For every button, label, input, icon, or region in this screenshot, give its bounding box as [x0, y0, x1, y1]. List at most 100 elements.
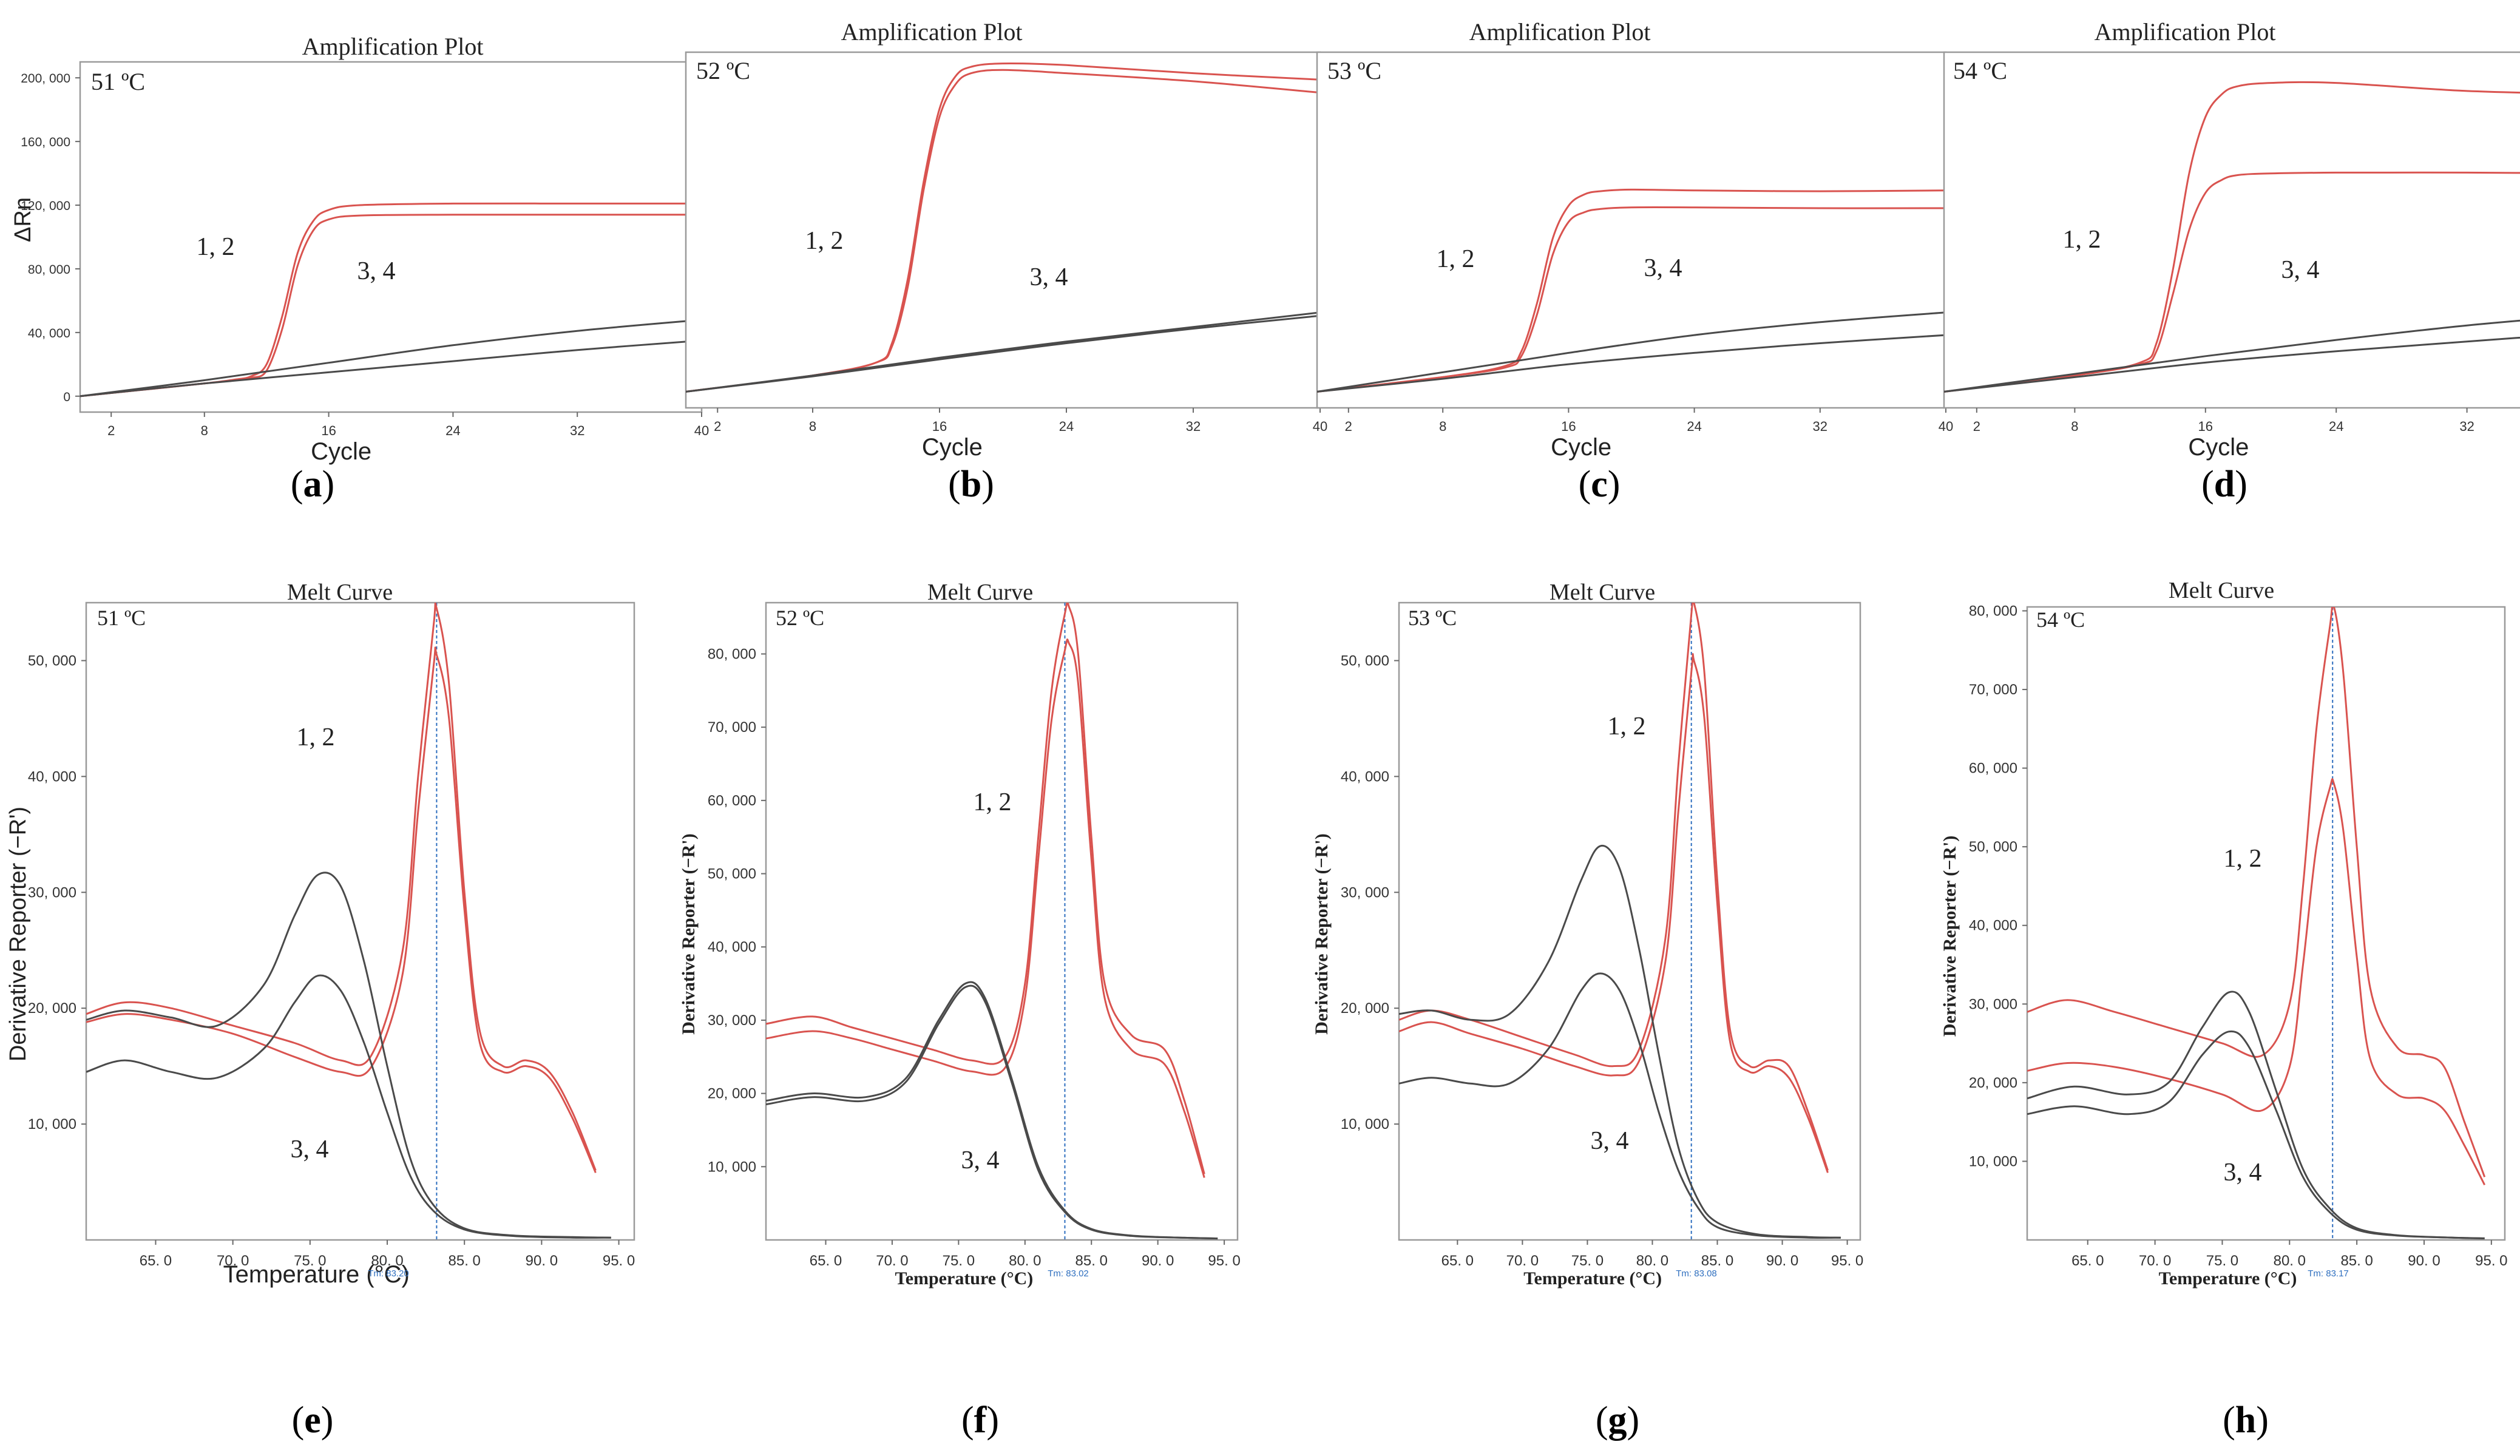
x-tick-label-e-6: 95. 0	[603, 1253, 635, 1269]
y-tick-label-g-0: 10, 000	[1341, 1116, 1389, 1133]
x-tick-label-f-2: 75. 0	[943, 1253, 975, 1269]
temperature-annotation-b: 52 ºC	[696, 57, 750, 84]
x-tick-label-d-3: 24	[2329, 419, 2343, 434]
y-tick-label-a-4: 160, 000	[21, 135, 70, 149]
series-group-label-d-black: 3, 4	[2281, 256, 2320, 284]
series-line-e-2	[86, 646, 597, 1173]
x-tick-label-c-0: 2	[1345, 419, 1352, 434]
x-tick-label-e-2: 75. 0	[294, 1253, 326, 1269]
chart-title-h: Melt Curve	[2169, 578, 2274, 603]
y-tick-label-h-6: 70, 000	[1969, 682, 2017, 698]
y-tick-label-h-0: 10, 000	[1969, 1153, 2017, 1170]
plot-frame-b	[685, 51, 1321, 409]
x-axis-label-e: Temperature (°C)	[223, 1261, 410, 1288]
x-tick-label-e-5: 90. 0	[526, 1253, 558, 1269]
x-tick-label-c-2: 16	[1561, 419, 1576, 434]
panel-c: Amplification Plot 2 8 16 24 32 40 Cycle 53 ºC 1,…	[1316, 18, 1953, 505]
x-tick-label-b-2: 16	[932, 419, 947, 434]
x-tick-label-g-1: 70. 0	[1506, 1253, 1539, 1269]
panel-label-b: (b)	[948, 464, 994, 505]
chart-title-f: Melt Curve	[927, 580, 1033, 605]
y-tick-label-f-0: 10, 000	[708, 1159, 756, 1175]
panel-b: Amplification Plot 2 8 16 24 32 40 Cycle 52 ºC 1,…	[685, 18, 1327, 505]
y-tick-label-a-1: 40, 000	[28, 327, 70, 340]
temperature-annotation-d: 54 ºC	[1953, 57, 2007, 84]
y-tick-label-f-3: 40, 000	[708, 939, 756, 955]
series-line-g-1	[1399, 603, 1829, 1171]
x-tick-label-g-6: 95. 0	[1831, 1253, 1863, 1269]
x-tick-label-g-2: 75. 0	[1571, 1253, 1604, 1269]
temperature-annotation-a: 51 ºC	[91, 68, 145, 95]
y-tick-label-g-3: 40, 000	[1341, 768, 1389, 785]
chart-title-e: Melt Curve	[287, 580, 393, 605]
y-tick-label-f-2: 30, 000	[708, 1012, 756, 1029]
series-group-label-a-red: 1, 2	[197, 233, 235, 261]
panel-label-d: (d)	[2201, 464, 2247, 505]
series-line-b-2	[686, 69, 1320, 393]
panel-h: Melt Curve 65. 0 70. 0 75. 0 80. 0 85. 0 90. 0…	[1940, 578, 2508, 1441]
series-line-f-4	[766, 984, 1218, 1240]
y-tick-label-f-7: 80, 000	[708, 646, 756, 662]
y-axis-label-f: Derivative Reporter (−R')	[679, 833, 699, 1034]
x-tick-label-c-5: 40	[1939, 419, 1953, 434]
x-tick-label-h-4: 85. 0	[2340, 1253, 2373, 1269]
series-group-label-h-black: 3, 4	[2224, 1159, 2262, 1187]
series-line-d-4	[1944, 336, 2520, 393]
x-tick-label-g-3: 80. 0	[1636, 1253, 1668, 1269]
series-group-label-a-black: 3, 4	[357, 257, 396, 285]
series-line-d-3	[1944, 319, 2520, 393]
y-tick-label-h-7: 80, 000	[1969, 603, 2017, 619]
chart-title-g: Melt Curve	[1550, 580, 1655, 605]
y-axis-label-a: ΔRn	[10, 197, 36, 242]
x-tick-label-g-0: 65. 0	[1441, 1253, 1474, 1269]
x-tick-label-e-0: 65. 0	[140, 1253, 172, 1269]
y-tick-label-h-3: 40, 000	[1969, 918, 2017, 934]
x-tick-label-d-2: 16	[2198, 419, 2213, 434]
panel-f: Melt Curve 65. 0 70. 0 75. 0 80. 0 85. 0 90. 0…	[679, 580, 1241, 1441]
x-axis-label-a: Cycle	[311, 438, 371, 465]
tm-label-e: Tm: 83.20	[368, 1268, 409, 1279]
y-tick-label-g-4: 50, 000	[1341, 652, 1389, 669]
plot-frame-d	[1943, 51, 2520, 409]
x-tick-label-e-3: 80. 0	[371, 1253, 403, 1269]
x-tick-label-a-1: 8	[201, 423, 208, 438]
plot-frame-f	[765, 601, 1239, 1241]
x-axis-label-f: Temperature (°C)	[895, 1268, 1033, 1288]
x-tick-label-d-1: 8	[2071, 419, 2078, 434]
y-tick-label-f-5: 60, 000	[708, 793, 756, 809]
x-tick-label-e-1: 70. 0	[217, 1253, 249, 1269]
y-tick-label-g-1: 20, 000	[1341, 1000, 1389, 1017]
tm-label-f: Tm: 83.02	[1048, 1268, 1089, 1279]
x-tick-label-a-3: 24	[445, 423, 460, 438]
series-line-g-3	[1399, 844, 1841, 1239]
x-tick-label-h-3: 80. 0	[2274, 1253, 2306, 1269]
x-tick-label-h-2: 75. 0	[2206, 1253, 2238, 1269]
series-line-g-2	[1399, 653, 1829, 1173]
plot-frame-h	[2026, 606, 2506, 1241]
x-tick-label-g-5: 90. 0	[1766, 1253, 1798, 1269]
series-line-a-4	[80, 339, 702, 398]
y-tick-label-f-6: 70, 000	[708, 719, 756, 736]
series-line-f-1	[766, 603, 1205, 1174]
series-group-label-c-red: 1, 2	[1437, 245, 1475, 273]
series-line-c-3	[1317, 311, 1946, 393]
series-line-e-1	[86, 603, 597, 1171]
series-group-label-e-black: 3, 4	[291, 1136, 329, 1163]
x-tick-label-b-3: 24	[1059, 419, 1074, 434]
y-tick-label-a-3: 120, 000	[21, 199, 70, 213]
y-tick-label-e-2: 30, 000	[28, 884, 76, 901]
series-line-g-4	[1399, 972, 1841, 1239]
series-group-label-g-red: 1, 2	[1608, 713, 1646, 740]
x-tick-label-b-4: 32	[1186, 419, 1201, 434]
panel-g: Melt Curve 65. 0 70. 0 75. 0 80. 0 85. 0 90. 0…	[1312, 580, 1863, 1441]
x-tick-label-h-0: 65. 0	[2071, 1253, 2104, 1269]
panel-label-h: (h)	[2223, 1400, 2269, 1441]
tm-label-h: Tm: 83.17	[2308, 1268, 2349, 1279]
series-group-label-b-black: 3, 4	[1030, 263, 1068, 291]
x-tick-label-f-4: 85. 0	[1075, 1253, 1108, 1269]
x-tick-label-b-1: 8	[809, 419, 816, 434]
chart-title-c: Amplification Plot	[1469, 18, 1651, 46]
x-tick-label-b-0: 2	[714, 419, 721, 434]
series-group-label-d-red: 1, 2	[2063, 226, 2101, 254]
panel-label-e: (e)	[292, 1400, 334, 1441]
